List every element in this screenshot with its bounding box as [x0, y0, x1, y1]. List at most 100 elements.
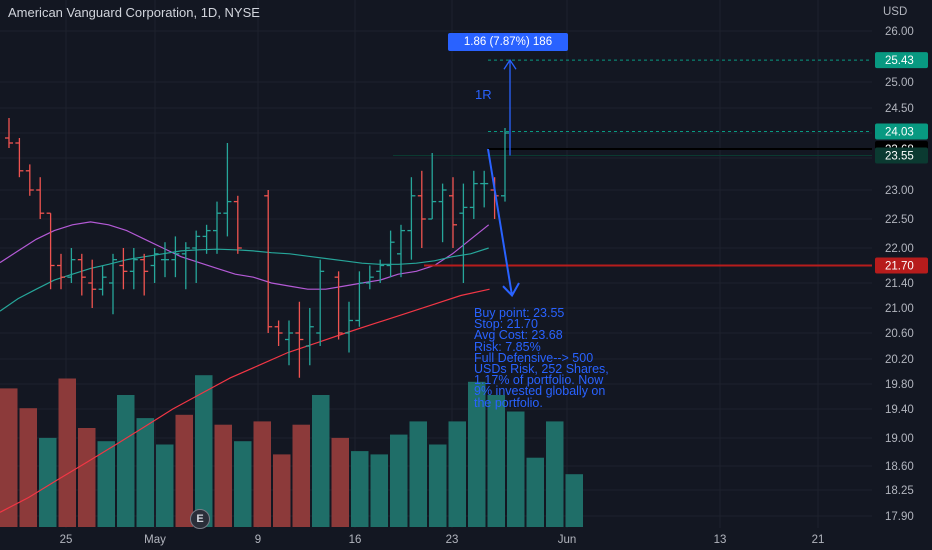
ohlc-bar [397, 224, 405, 278]
volume-bar [156, 444, 174, 527]
volume-bar [565, 474, 583, 527]
ohlc-bar [129, 248, 138, 290]
volume-bar [526, 457, 544, 527]
volume-bar [97, 441, 115, 527]
price-tick-label: 19.40 [885, 404, 914, 416]
time-axis-bg [0, 529, 932, 550]
price-tick-label: 21.00 [885, 303, 914, 315]
ohlc-bar [305, 308, 314, 366]
earnings-icon[interactable]: E [190, 509, 210, 529]
ohlc-bar [355, 271, 364, 327]
level-tag-bg [875, 257, 928, 274]
volume-bar [390, 434, 408, 527]
ohlc-bar [501, 128, 509, 202]
level-tag-label: 25.43 [885, 55, 914, 67]
ohlc-bar [274, 320, 283, 346]
stop-arrow-shaft [487, 148, 513, 296]
drawings[interactable] [487, 58, 520, 298]
ohlc-bar [109, 253, 117, 315]
ohlc-bar [417, 170, 426, 248]
price-tick-label: 24.50 [885, 103, 914, 115]
volume-bar [78, 428, 96, 527]
r-multiple-label: 1R [475, 87, 492, 102]
ohlc-bar [150, 248, 159, 283]
time-tick-label: May [144, 534, 166, 546]
level-tag-bg [875, 147, 928, 164]
ohlc-bars[interactable] [5, 118, 509, 378]
ohlc-bar [5, 118, 13, 148]
volume-bar [195, 375, 213, 527]
ohlc-bar [438, 183, 447, 243]
ohlc-bar [88, 259, 97, 308]
ma-fast-line [0, 221, 490, 290]
price-tick-label: 23.00 [885, 185, 914, 197]
price-tick-label: 18.60 [885, 461, 914, 473]
price-tick-label: 20.20 [885, 354, 914, 366]
ohlc-bar [295, 301, 304, 378]
ohlc-bar [15, 138, 24, 178]
volume-bar [468, 381, 486, 527]
ohlc-bar [192, 230, 201, 283]
stop-arrow-head [502, 282, 520, 298]
price-tick-label: 17.90 [885, 511, 914, 523]
volume-bar [19, 408, 37, 527]
volume-bar [292, 424, 310, 527]
time-tick-label: 16 [349, 534, 362, 546]
price-tick-label: 21.40 [885, 278, 914, 290]
volume-bar [117, 395, 135, 527]
ohlc-bar [181, 242, 190, 290]
ohlc-bar [316, 259, 325, 346]
ohlc-bar [386, 230, 395, 278]
ohlc-bar [119, 248, 128, 290]
price-levels[interactable] [393, 59, 872, 267]
ohlc-bar [77, 253, 86, 296]
time-tick-label: 23 [446, 534, 459, 546]
ohlc-bar [469, 170, 478, 219]
ohlc-bar [449, 177, 457, 248]
ma-slow-line [0, 288, 490, 513]
price-tick-label: 25.00 [885, 77, 914, 89]
ohlc-bar [67, 248, 76, 283]
ohlc-bar [57, 253, 65, 290]
ohlc-bar [376, 259, 385, 283]
ohlc-bar [223, 143, 232, 237]
volume-bar [136, 418, 154, 527]
ohlc-bar [161, 242, 169, 278]
ohlc-bar [407, 177, 416, 260]
volume-bar [487, 395, 505, 527]
ohlc-bar [171, 236, 180, 278]
price-tick-label: 22.00 [885, 243, 914, 255]
currency-label: USD [883, 6, 907, 18]
level-tag-bg [875, 52, 928, 69]
ohlc-bar [233, 195, 242, 254]
time-tick-label: 13 [714, 534, 727, 546]
ohlc-bar [480, 170, 489, 208]
volume-bar [448, 421, 466, 527]
ma-mid-line [0, 247, 489, 312]
volume-bar [253, 421, 271, 527]
price-tick-label: 18.25 [885, 485, 914, 497]
ohlc-bar [365, 265, 374, 290]
volume-bar [351, 451, 369, 527]
volume-bar [214, 424, 232, 527]
time-tick-label: 25 [60, 534, 73, 546]
time-axis[interactable]: 25 May 9 16 23 Jun 13 21 [0, 529, 932, 550]
price-tick-label: 22.50 [885, 214, 914, 226]
volume-bar [546, 421, 564, 527]
volume-bar [273, 454, 291, 527]
time-tick-label: 9 [255, 534, 261, 546]
volume-bar [409, 421, 427, 527]
measure-label[interactable]: 1.86 (7.87%) 186 [448, 33, 568, 51]
trade-note[interactable]: Buy point: 23.55 Stop: 21.70 Avg Cost: 2… [474, 306, 609, 410]
chart-title: American Vanguard Corporation, 1D, NYSE [8, 5, 260, 20]
target-arrow-head [503, 58, 517, 70]
time-tick-label: 21 [812, 534, 825, 546]
ohlc-bar [459, 183, 468, 283]
ohlc-bar [264, 190, 273, 333]
ohlc-bar [213, 201, 221, 254]
level-tag-label: 23.55 [885, 151, 914, 163]
level-tag-bg [875, 123, 928, 140]
price-axis[interactable]: USD26.0025.0024.5024.0023.5023.0022.5022… [873, 0, 932, 550]
volume-bar [234, 441, 252, 527]
